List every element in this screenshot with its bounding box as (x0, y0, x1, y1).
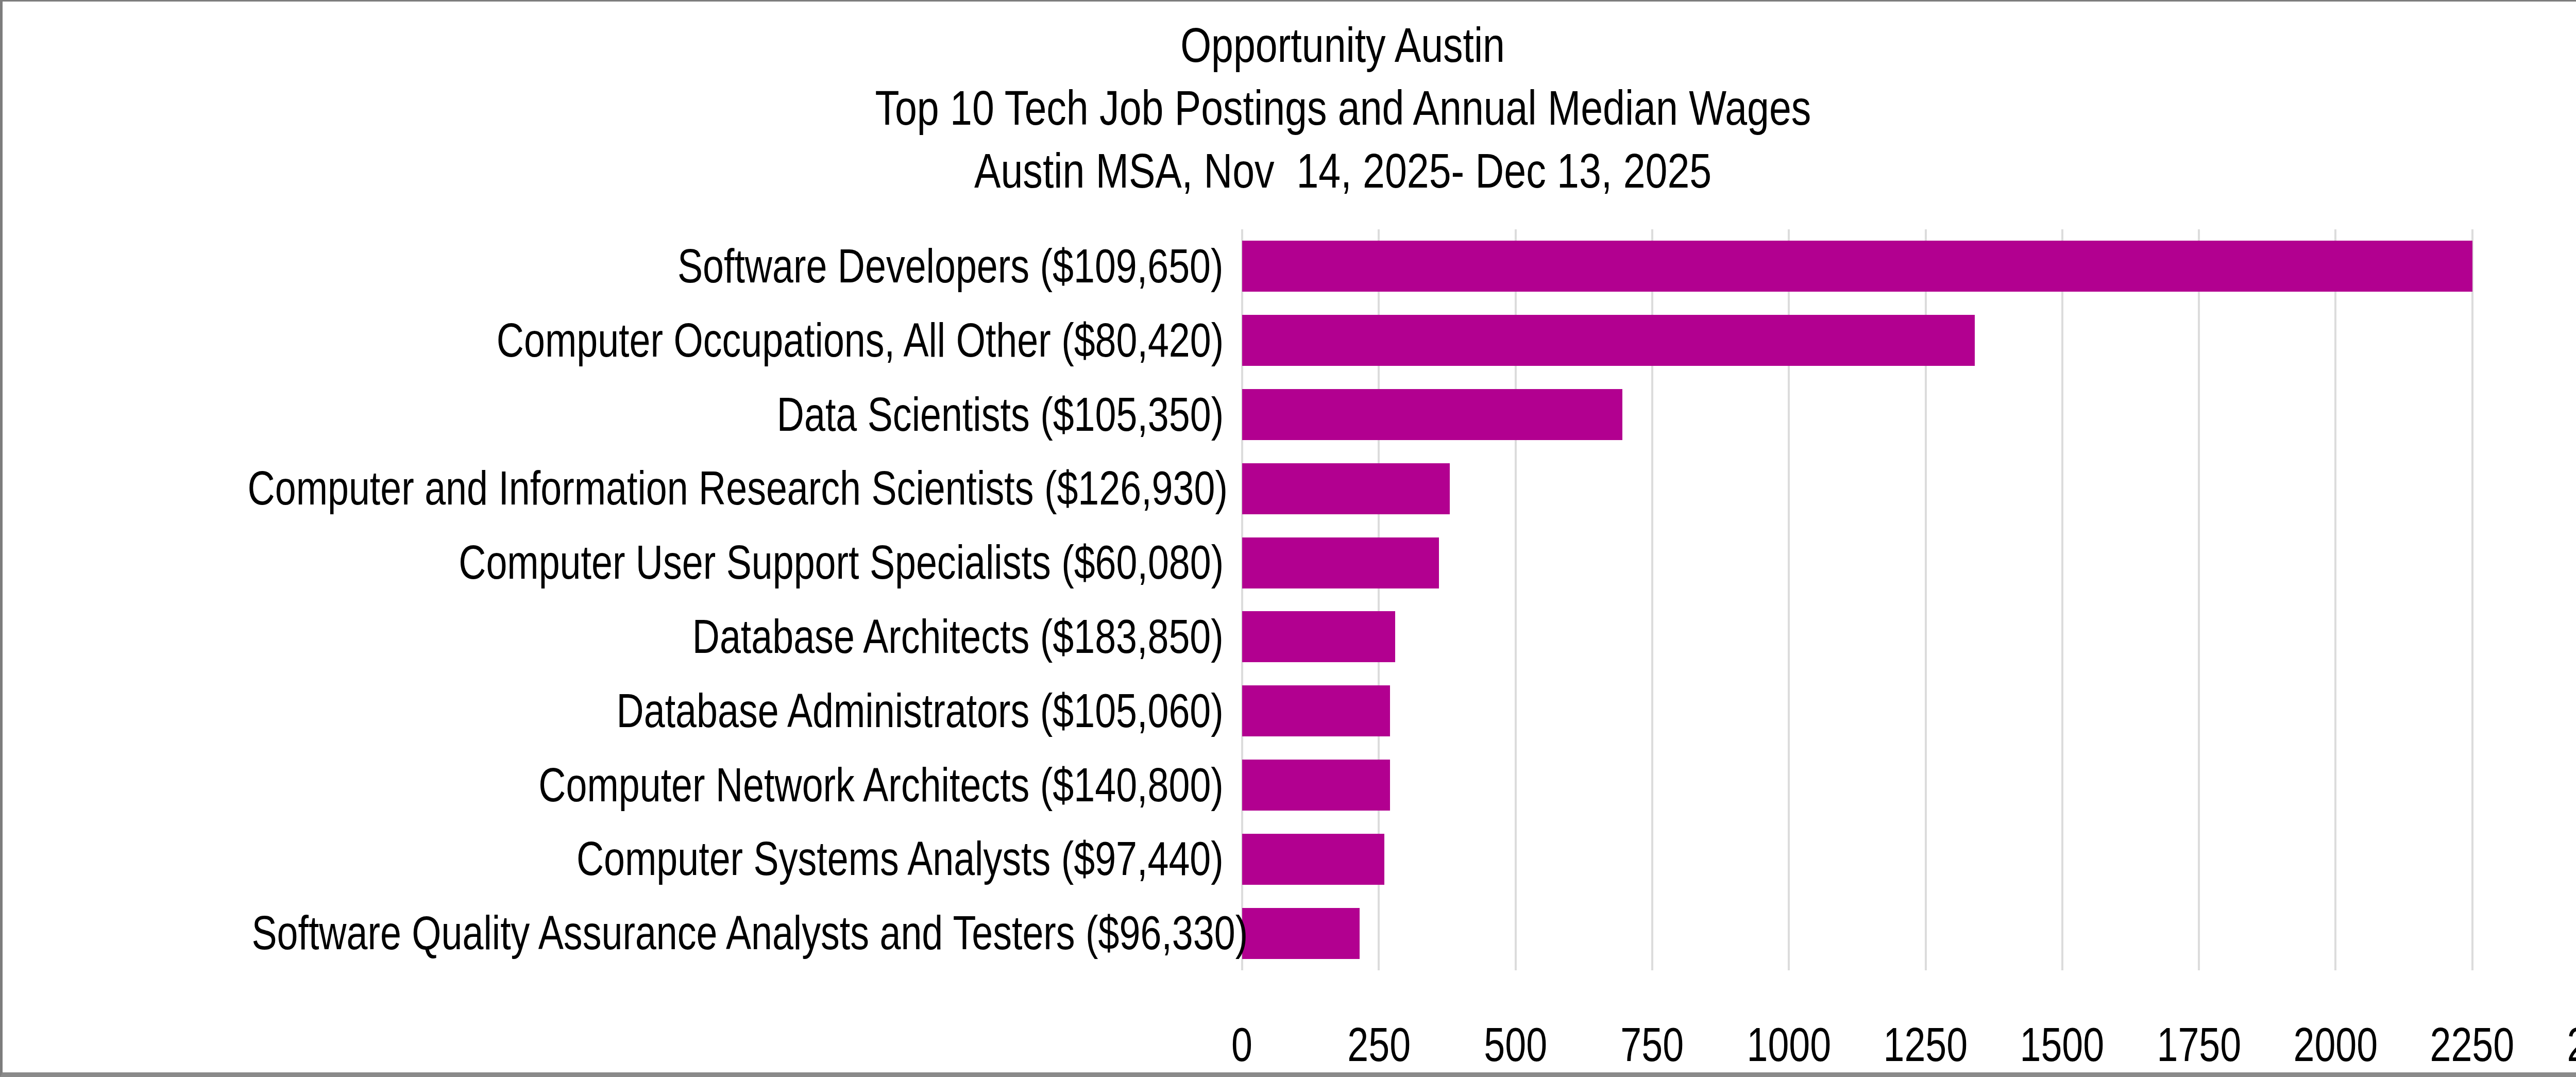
bar-3 (1242, 463, 1450, 514)
bar-2 (1242, 389, 1622, 440)
category-label-text: Computer Network Architects ($140,800) (539, 748, 1224, 822)
bar-4 (1242, 537, 1439, 588)
x-tick-label-text: 2250 (2430, 1018, 2515, 1071)
category-label-text: Database Administrators ($105,060) (617, 674, 1224, 748)
category-label-1: Computer Occupations, All Other ($80,420… (3, 304, 1224, 378)
bar-9 (1242, 908, 1360, 959)
category-label-3: Computer and Information Research Scient… (3, 451, 1224, 526)
category-label-0: Software Developers ($109,650) (3, 229, 1224, 304)
category-label-9: Software Quality Assurance Analysts and … (3, 896, 1224, 970)
gridline-2250 (2471, 229, 2473, 970)
category-label-text: Computer Systems Analysts ($97,440) (577, 822, 1224, 896)
chart-window: Opportunity Austin Top 10 Tech Job Posti… (0, 0, 2576, 1077)
x-tick-label-text: 1750 (2157, 1018, 2241, 1071)
x-tick-label-text: 2000 (2294, 1018, 2378, 1071)
x-tick-label-text: 500 (1484, 1018, 1547, 1071)
chart-title-line-3: Austin MSA, Nov 14, 2025- Dec 13, 2025 (3, 140, 2576, 203)
category-label-4: Computer User Support Specialists ($60,0… (3, 526, 1224, 600)
bar-0 (1242, 241, 2472, 292)
x-tick-label-text: 1250 (1884, 1018, 1968, 1071)
chart-title-line-2: Top 10 Tech Job Postings and Annual Medi… (3, 77, 2576, 140)
x-tick-label-2500: 2500 (2506, 1018, 2576, 1071)
category-label-text: Software Quality Assurance Analysts and … (251, 896, 1248, 970)
gridline-1750 (2198, 229, 2200, 970)
x-tick-label-text: 1000 (1747, 1018, 1831, 1071)
category-label-text: Software Developers ($109,650) (677, 229, 1224, 304)
category-label-text: Database Architects ($183,850) (692, 600, 1224, 674)
plot-area (1242, 229, 2576, 970)
bar-7 (1242, 760, 1390, 811)
bar-5 (1242, 611, 1395, 662)
category-label-text: Computer Occupations, All Other ($80,420… (497, 304, 1224, 378)
x-tick-label-text: 2500 (2567, 1018, 2576, 1071)
x-tick-label-text: 750 (1620, 1018, 1684, 1071)
bar-8 (1242, 834, 1384, 885)
x-tick-label-text: 0 (1232, 1018, 1253, 1071)
category-label-6: Database Administrators ($105,060) (3, 674, 1224, 748)
category-label-text: Computer User Support Specialists ($60,0… (459, 526, 1224, 600)
category-label-text: Data Scientists ($105,350) (777, 378, 1224, 452)
x-tick-label-text: 250 (1347, 1018, 1411, 1071)
bar-1 (1242, 315, 1975, 366)
bar-6 (1242, 685, 1390, 736)
category-label-text: Computer and Information Research Scient… (248, 451, 1228, 526)
category-label-8: Computer Systems Analysts ($97,440) (3, 822, 1224, 896)
category-label-2: Data Scientists ($105,350) (3, 378, 1224, 452)
gridline-2000 (2334, 229, 2336, 970)
gridline-1500 (2061, 229, 2063, 970)
chart-title: Opportunity Austin Top 10 Tech Job Posti… (3, 14, 2576, 203)
chart-title-line-1: Opportunity Austin (3, 14, 2576, 77)
category-label-5: Database Architects ($183,850) (3, 600, 1224, 674)
category-label-7: Computer Network Architects ($140,800) (3, 748, 1224, 822)
x-tick-label-text: 1500 (2020, 1018, 2105, 1071)
